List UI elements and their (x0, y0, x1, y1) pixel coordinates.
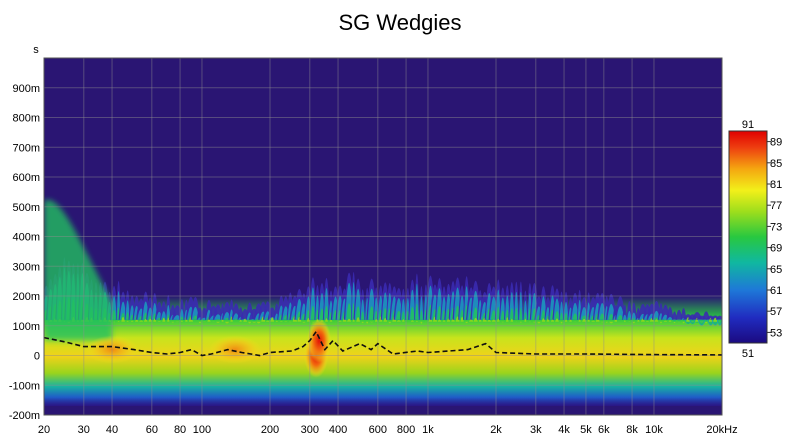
x-tick-label: 20kHz (706, 424, 737, 436)
grid-lines (44, 58, 722, 415)
group-delay-line (44, 330, 722, 357)
y-tick-label: 400m (12, 232, 40, 244)
decay-spike (513, 281, 520, 322)
x-tick-label: 10k (645, 424, 663, 436)
low-frequency-ridge (44, 199, 113, 341)
hotspot (208, 335, 261, 364)
x-tick-label: 600 (369, 424, 387, 436)
x-tick-label: 3k (530, 424, 542, 436)
decay-spike (494, 279, 502, 322)
decay-spike (418, 286, 424, 324)
decay-spike (178, 298, 185, 322)
decay-spike (110, 285, 118, 323)
x-tick-label: 300 (301, 424, 319, 436)
x-tick-label: 6k (598, 424, 610, 436)
decay-spike (562, 291, 570, 322)
hotspot (307, 318, 332, 363)
hotspot (86, 335, 139, 364)
colorbar-tick-label: 69 (770, 243, 782, 255)
decay-spike (165, 294, 172, 322)
decay-spike (558, 291, 565, 324)
colorbar-ticks: 91 89 85 81 77 73 69 65 61 57 53 51 (742, 119, 782, 360)
x-tick-label: 8k (626, 424, 638, 436)
x-tick-label: 40 (106, 424, 118, 436)
decay-spike (626, 301, 633, 322)
decay-spike (675, 309, 683, 323)
y-tick-label: 600m (12, 172, 40, 184)
colorbar-tick-label: 51 (742, 348, 754, 360)
heatmap-surface (44, 199, 722, 407)
y-tick-label: -200m (9, 410, 40, 422)
colorbar-tick-label: 81 (770, 179, 782, 191)
y-tick-label: 800m (12, 113, 40, 125)
colorbar-tick-label: 85 (770, 158, 782, 170)
x-tick-label: 1k (422, 424, 434, 436)
decay-spike (518, 281, 524, 323)
decay-spike (322, 277, 331, 322)
colorbar-tick-label: 73 (770, 221, 782, 233)
decay-spike (630, 302, 638, 324)
x-tick-label: 800 (397, 424, 415, 436)
y-tick-label: 500m (12, 202, 40, 214)
x-tick-label: 2k (490, 424, 502, 436)
y-tick-label: 100m (12, 321, 40, 333)
y-unit-label: s (33, 44, 39, 56)
y-tick-label: 0 (34, 351, 40, 363)
colorbar-tick-label: 77 (770, 200, 782, 212)
colorbar-tick-label: 91 (742, 119, 754, 131)
decay-spike (508, 282, 516, 322)
decay-spike (160, 301, 168, 322)
y-tick-label: 900m (12, 83, 40, 95)
decay-spike (715, 315, 722, 326)
x-tick-label: 5k (580, 424, 592, 436)
y-tick-label: -100m (9, 380, 40, 392)
colorbar-tick-label: 57 (770, 306, 782, 318)
x-tick-label: 400 (329, 424, 347, 436)
x-tick-label: 30 (78, 424, 90, 436)
y-tick-label: 700m (12, 142, 40, 154)
x-tick-label: 20 (38, 424, 50, 436)
decay-spike (308, 277, 317, 323)
colorbar-tick-label: 89 (770, 137, 782, 149)
y-axis-ticks: 900m 800m 700m 600m 500m 400m 300m 200m 100m 0 -10… (9, 83, 40, 422)
x-tick-label: 4k (558, 424, 570, 436)
plot-frame (43, 57, 723, 416)
group-delay-layer (44, 330, 722, 357)
decay-spike (622, 304, 628, 322)
x-tick-label: 60 (146, 424, 158, 436)
y-tick-label: 300m (12, 261, 40, 273)
x-tick-label: 200 (261, 424, 279, 436)
decay-spike (666, 306, 674, 322)
decay-spike (522, 290, 528, 322)
colorbar (728, 130, 768, 344)
x-tick-label: 80 (174, 424, 186, 436)
chart-title: SG Wedgies (338, 10, 461, 35)
decay-spike (408, 279, 417, 322)
decay-spike (359, 289, 366, 324)
x-axis-ticks: 20 30 40 60 80 100 200 300 400 600 800 1k 2k 3k 4k 5k 6k… (38, 424, 738, 436)
colorbar-tick-label: 65 (770, 264, 782, 276)
decay-spike (400, 288, 407, 322)
colorbar-tick-label: 61 (770, 285, 782, 297)
x-tick-label: 100 (193, 424, 211, 436)
y-tick-label: 200m (12, 291, 40, 303)
decay-spike (414, 273, 420, 322)
colorbar-tick-label: 53 (770, 327, 782, 339)
decay-spike (671, 311, 678, 324)
decay-spike (124, 290, 131, 322)
